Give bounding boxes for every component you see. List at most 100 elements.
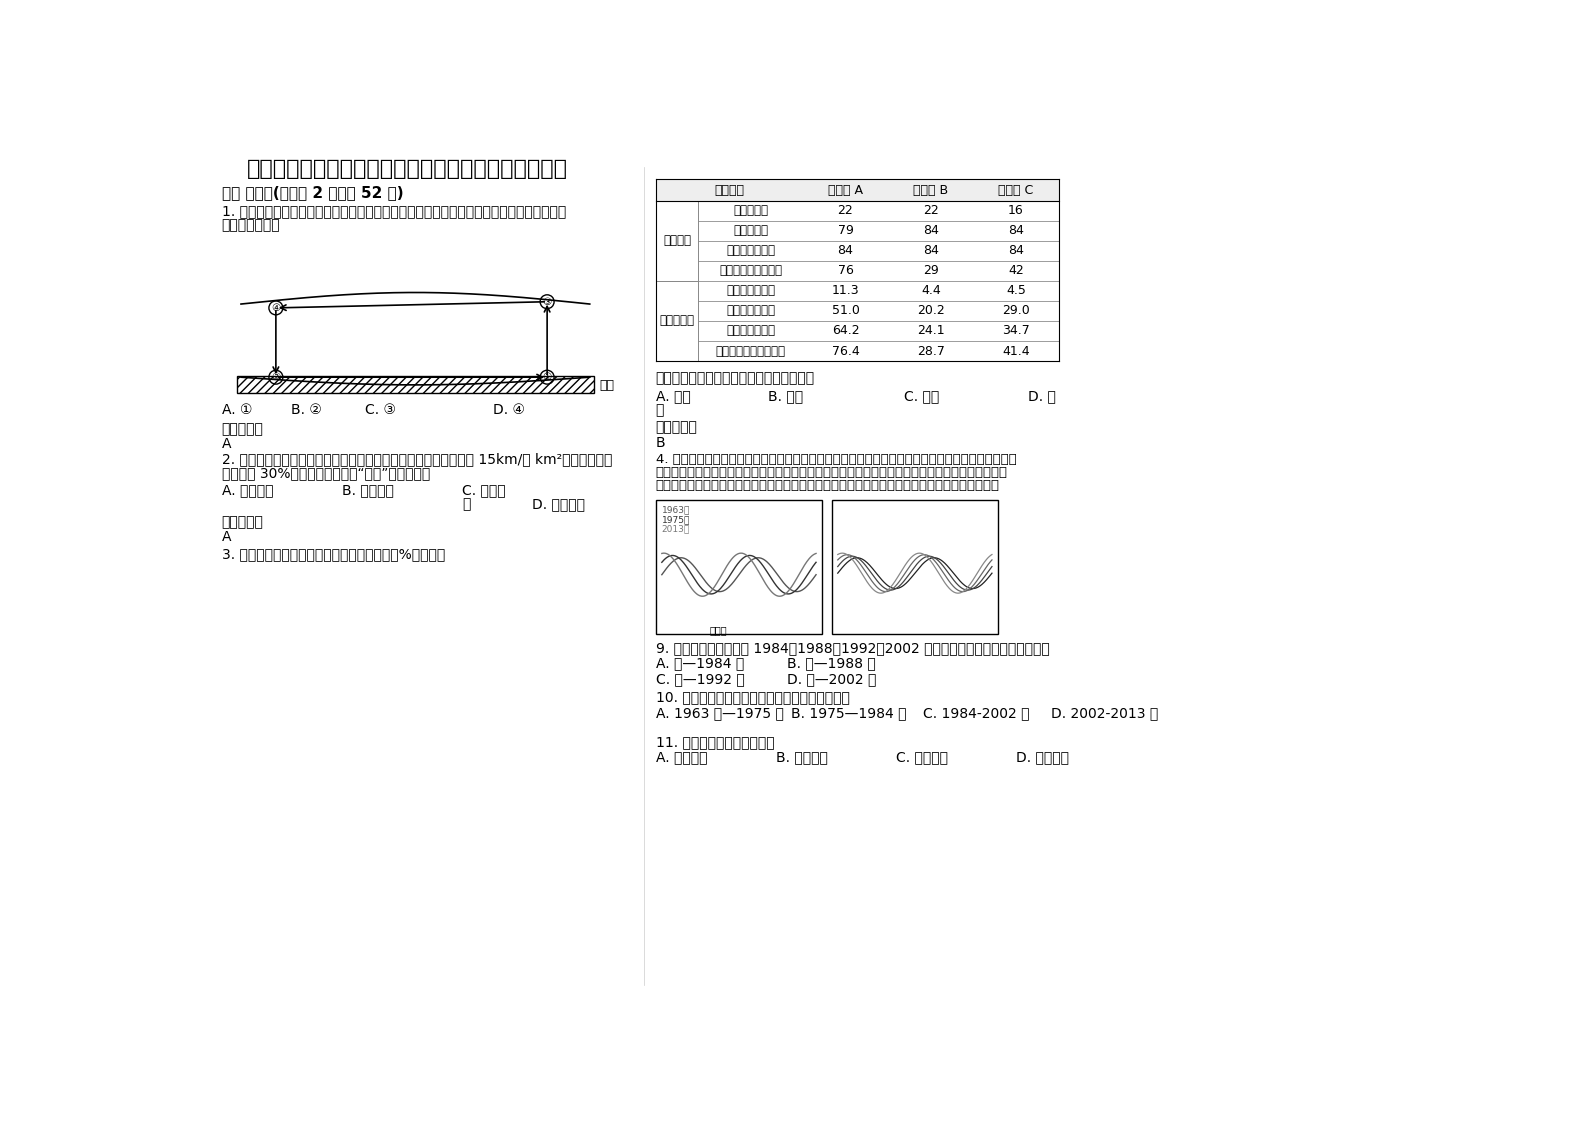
Text: 参考答案：: 参考答案： [655,421,698,434]
Text: C. 降水: C. 降水 [903,389,940,404]
Text: C. 1984-2002 年: C. 1984-2002 年 [924,706,1030,720]
Text: B. 1975—1984 年: B. 1975—1984 年 [792,706,906,720]
Text: ①: ① [543,373,552,383]
Bar [655,280,1059,301]
Text: 84: 84 [1008,245,1024,257]
Text: 41.4: 41.4 [1001,344,1030,358]
Text: 4.4: 4.4 [920,285,941,297]
Text: B. 乙—1988 年: B. 乙—1988 年 [787,656,876,671]
Text: 壤: 壤 [655,403,663,417]
Text: B. 气温: B. 气温 [768,389,803,404]
Text: 农作物 C: 农作物 C [998,184,1033,196]
Text: 24.1: 24.1 [917,324,944,338]
Text: 农作物 A: 农作物 A [828,184,863,196]
Text: C. 流量减小: C. 流量减小 [897,751,947,764]
Text: 1975年: 1975年 [662,515,690,524]
Text: A. 甲—1984 年: A. 甲—1984 年 [655,656,744,671]
Text: A: A [222,438,232,451]
Bar [655,499,822,634]
Text: 51.0: 51.0 [832,304,860,318]
Text: 4.5: 4.5 [1006,285,1025,297]
Text: 84: 84 [922,245,938,257]
Text: 76: 76 [838,265,854,277]
Text: D. 河床变浅: D. 河床变浅 [1016,751,1070,764]
Text: 84: 84 [1008,224,1024,238]
Bar [655,341,1059,361]
Text: 4. 牛轭湖是弯曲河流发生自然裁弯后的遗留河道，原河道的进、出口发生泥沙淤积，经历若干年后变: 4. 牛轭湖是弯曲河流发生自然裁弯后的遗留河道，原河道的进、出口发生泥沙淤积，经… [655,453,1016,466]
Text: B. 青新铁路: B. 青新铁路 [341,484,394,497]
Text: 原上遗留很多废河道和牛轭湖，下图示意不同年代辽河下游的河道演变过程。据此完成下列小题。: 原上遗留很多废河道和牛轭湖，下图示意不同年代辽河下游的河道演变过程。据此完成下列… [655,479,1000,493]
Text: 该地区发展农业生产的最主要限制条件是：: 该地区发展农业生产的最主要限制条件是： [655,371,814,385]
Text: 2. 交通一直是限制这些地区发展的因素。青海省单位面积铁路线为 15km/万 km²，仅为全国平: 2. 交通一直是限制这些地区发展的因素。青海省单位面积铁路线为 15km/万 k… [222,452,613,467]
Text: 热量满足率: 热量满足率 [733,204,768,218]
Text: A. 流速增大: A. 流速增大 [655,751,708,764]
Text: 11.3: 11.3 [832,285,859,297]
Text: C. ③: C. ③ [365,403,397,417]
Text: 1. 右图为近地面和高空等压面状况图，若图中的气压分布状况是热力作用形成的，则图中四: 1. 右图为近地面和高空等压面状况图，若图中的气压分布状况是热力作用形成的，则图… [222,204,567,219]
Bar [655,261,1059,280]
Text: D. 2002-2013 年: D. 2002-2013 年 [1051,706,1159,720]
Text: C. 兰青铁: C. 兰青铁 [462,484,506,497]
Text: 10. 在辽河下游地区，牛轭湖演变最缓慢的时期是: 10. 在辽河下游地区，牛轭湖演变最缓慢的时期是 [655,690,849,705]
Bar [655,280,698,361]
Text: 一、 选择题(每小题 2 分，共 52 分): 一、 选择题(每小题 2 分，共 52 分) [222,185,403,200]
Bar [236,376,594,393]
Text: B: B [655,435,665,450]
Text: 光合潜力利用率: 光合潜力利用率 [727,285,774,297]
Text: ②: ② [271,373,281,383]
Text: 土壤养分满足率: 土壤养分满足率 [727,245,774,257]
Text: D. ④: D. ④ [494,403,525,417]
Text: 气候潜力利用率: 气候潜力利用率 [727,324,774,338]
Text: 参考答案：: 参考答案： [222,423,263,436]
Text: 64.2: 64.2 [832,324,859,338]
Text: 11. 牛轭湖形成后，新的河道: 11. 牛轭湖形成后，新的河道 [655,735,774,749]
Text: 20.2: 20.2 [917,304,944,318]
Text: A. 青藏铁路: A. 青藏铁路 [222,484,273,497]
Text: ③: ③ [543,296,552,306]
Text: 84: 84 [922,224,938,238]
Text: A. 1963 年—1975 年: A. 1963 年—1975 年 [655,706,784,720]
Text: A. 光照: A. 光照 [655,389,690,404]
Text: 42: 42 [1008,265,1024,277]
Text: C. 丙—1992 年: C. 丙—1992 年 [655,672,744,686]
Text: 牛轭湖: 牛轭湖 [709,625,727,635]
Text: 29: 29 [924,265,938,277]
Text: 均水平的 30%，为改变此状况，“十五”期间将建成: 均水平的 30%，为改变此状况，“十五”期间将建成 [222,467,430,480]
Text: 3. 读我国某地区农业资源利用评价表（单位：%），回答: 3. 读我国某地区农业资源利用评价表（单位：%），回答 [222,548,444,561]
Text: B. 流程延长: B. 流程延长 [776,751,828,764]
Text: 气候－土壤潜力利用率: 气候－土壤潜力利用率 [716,344,786,358]
Text: 地面: 地面 [600,379,614,393]
Text: 28.7: 28.7 [917,344,944,358]
Text: 29.0: 29.0 [1001,304,1030,318]
Text: B. ②: B. ② [292,403,322,417]
Bar [655,180,1059,201]
Text: 2013年: 2013年 [662,524,690,533]
Text: A: A [222,530,232,543]
Bar [655,301,1059,321]
Bar [655,241,1059,261]
Bar [832,499,998,634]
Text: 参考答案：: 参考答案： [222,515,263,528]
Text: 水分满足率: 水分满足率 [733,224,768,238]
Text: D. 川青铁路: D. 川青铁路 [532,497,584,512]
Text: 光温潜力利用率: 光温潜力利用率 [727,304,774,318]
Text: 34.7: 34.7 [1001,324,1030,338]
Text: 江苏省扬州市杨庙中学高三地理上学期期末试卷含解析: 江苏省扬州市杨庙中学高三地理上学期期末试卷含解析 [248,159,568,180]
Text: 点气温最高的是: 点气温最高的是 [222,219,281,232]
Bar [655,321,1059,341]
Text: 资源利用率: 资源利用率 [660,314,695,328]
Text: 84: 84 [838,245,854,257]
Text: 满足程度: 满足程度 [663,234,690,247]
Text: ④: ④ [271,303,281,313]
Text: D. 丁—2002 年: D. 丁—2002 年 [787,672,876,686]
Bar [655,201,1059,221]
Text: 社会经济因素满足率: 社会经济因素满足率 [719,265,782,277]
Bar [655,221,1059,241]
Text: 9. 右图中甲乙丙丁表示 1984、1988、1992、2002 年辽河下游河道，其对应正确的是: 9. 右图中甲乙丙丁表示 1984、1988、1992、2002 年辽河下游河道… [655,642,1049,655]
Text: 22: 22 [924,204,938,218]
Text: 76.4: 76.4 [832,344,860,358]
Text: 评价类别: 评价类别 [714,184,744,196]
Text: 路: 路 [462,497,470,512]
Text: 农作物 B: 农作物 B [913,184,949,196]
Text: 79: 79 [838,224,854,238]
